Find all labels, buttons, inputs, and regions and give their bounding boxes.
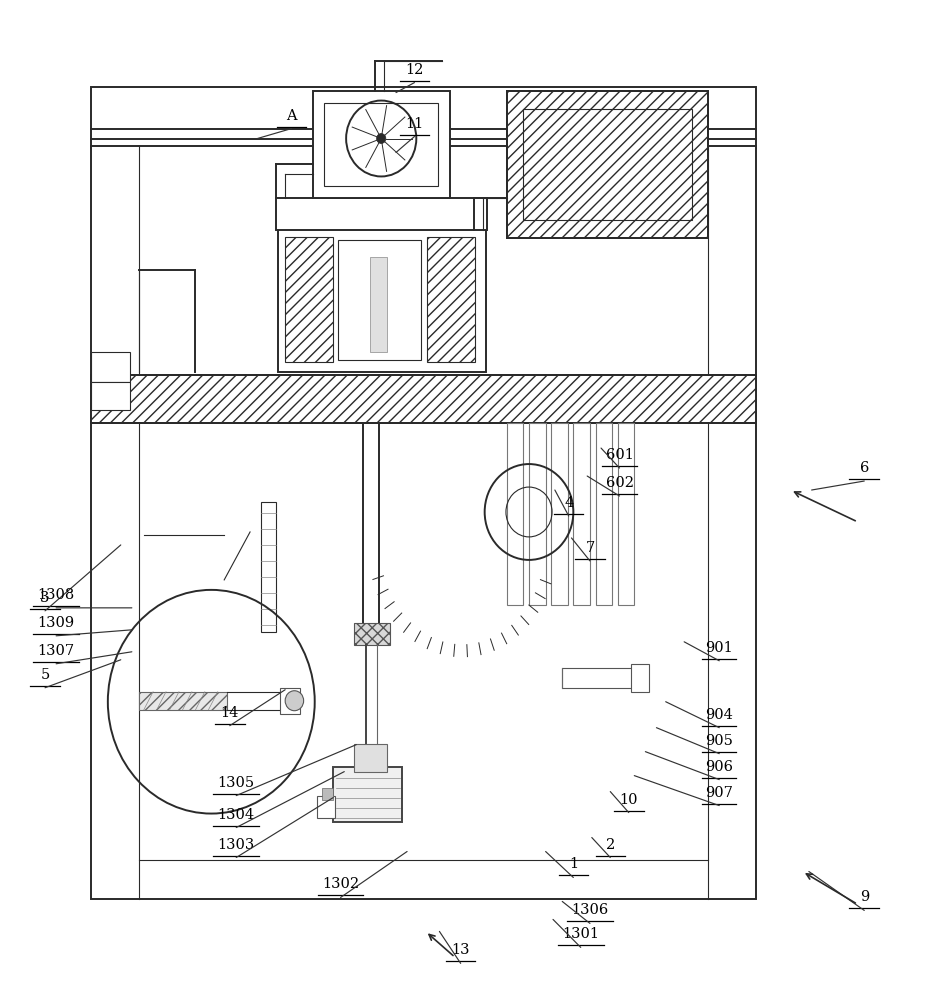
Bar: [353, 623, 390, 645]
Bar: [512, 550, 527, 567]
Bar: [261, 502, 276, 632]
Text: 601: 601: [606, 448, 634, 462]
Text: 2: 2: [606, 838, 615, 852]
Bar: [531, 457, 547, 474]
Bar: [529, 423, 546, 605]
Bar: [574, 423, 590, 605]
Circle shape: [285, 691, 303, 711]
Text: 6: 6: [859, 461, 869, 475]
Bar: [279, 688, 300, 714]
Text: 1305: 1305: [217, 776, 254, 790]
Bar: [492, 465, 511, 484]
Text: 11: 11: [405, 117, 424, 131]
Bar: [561, 482, 577, 501]
Text: 1: 1: [569, 857, 578, 871]
Text: 1301: 1301: [562, 927, 599, 941]
Bar: [92, 375, 757, 423]
Text: 1306: 1306: [572, 903, 609, 917]
Bar: [353, 744, 387, 772]
Text: 1309: 1309: [38, 616, 75, 630]
Bar: [92, 87, 757, 148]
Text: 7: 7: [586, 541, 595, 555]
Text: 9: 9: [859, 890, 869, 904]
Bar: [548, 465, 566, 484]
Bar: [92, 146, 757, 899]
Bar: [478, 505, 491, 519]
Bar: [561, 523, 577, 542]
Bar: [427, 237, 475, 362]
Text: A: A: [287, 109, 297, 123]
Bar: [562, 668, 646, 688]
Bar: [92, 352, 130, 382]
Circle shape: [376, 134, 386, 143]
Text: 1302: 1302: [322, 877, 359, 891]
Bar: [480, 523, 498, 542]
Bar: [140, 692, 227, 710]
Bar: [313, 91, 450, 198]
Text: 1307: 1307: [38, 644, 75, 658]
Text: 10: 10: [620, 793, 638, 807]
Text: 13: 13: [451, 943, 470, 957]
Bar: [333, 767, 402, 822]
Text: 12: 12: [405, 63, 424, 77]
Bar: [276, 198, 487, 230]
Bar: [119, 148, 209, 202]
Text: 907: 907: [706, 786, 734, 800]
Bar: [548, 540, 566, 559]
Text: 904: 904: [706, 708, 734, 722]
Bar: [512, 457, 527, 474]
Text: 602: 602: [606, 476, 634, 490]
Text: 906: 906: [705, 760, 734, 774]
Bar: [324, 103, 438, 186]
Bar: [507, 423, 524, 605]
Bar: [492, 540, 511, 559]
Bar: [278, 227, 486, 372]
Bar: [92, 382, 130, 410]
Bar: [338, 240, 421, 360]
Text: 1308: 1308: [38, 588, 75, 602]
Bar: [507, 91, 709, 238]
Bar: [316, 796, 335, 818]
Text: 14: 14: [220, 706, 239, 720]
Bar: [638, 148, 729, 202]
Text: 1304: 1304: [217, 808, 254, 822]
Bar: [618, 423, 635, 605]
Text: 905: 905: [706, 734, 734, 748]
Bar: [631, 664, 649, 692]
Bar: [551, 423, 568, 605]
Bar: [524, 109, 692, 220]
Bar: [531, 550, 547, 567]
Text: 4: 4: [564, 496, 574, 510]
Text: 3: 3: [41, 591, 50, 605]
Bar: [596, 423, 612, 605]
Bar: [370, 257, 387, 352]
Bar: [322, 788, 333, 800]
Bar: [285, 237, 333, 362]
Bar: [507, 91, 709, 238]
Bar: [480, 482, 498, 501]
Bar: [567, 505, 580, 519]
Text: 1303: 1303: [217, 838, 255, 852]
Text: 5: 5: [41, 668, 50, 682]
Text: 901: 901: [706, 641, 734, 655]
